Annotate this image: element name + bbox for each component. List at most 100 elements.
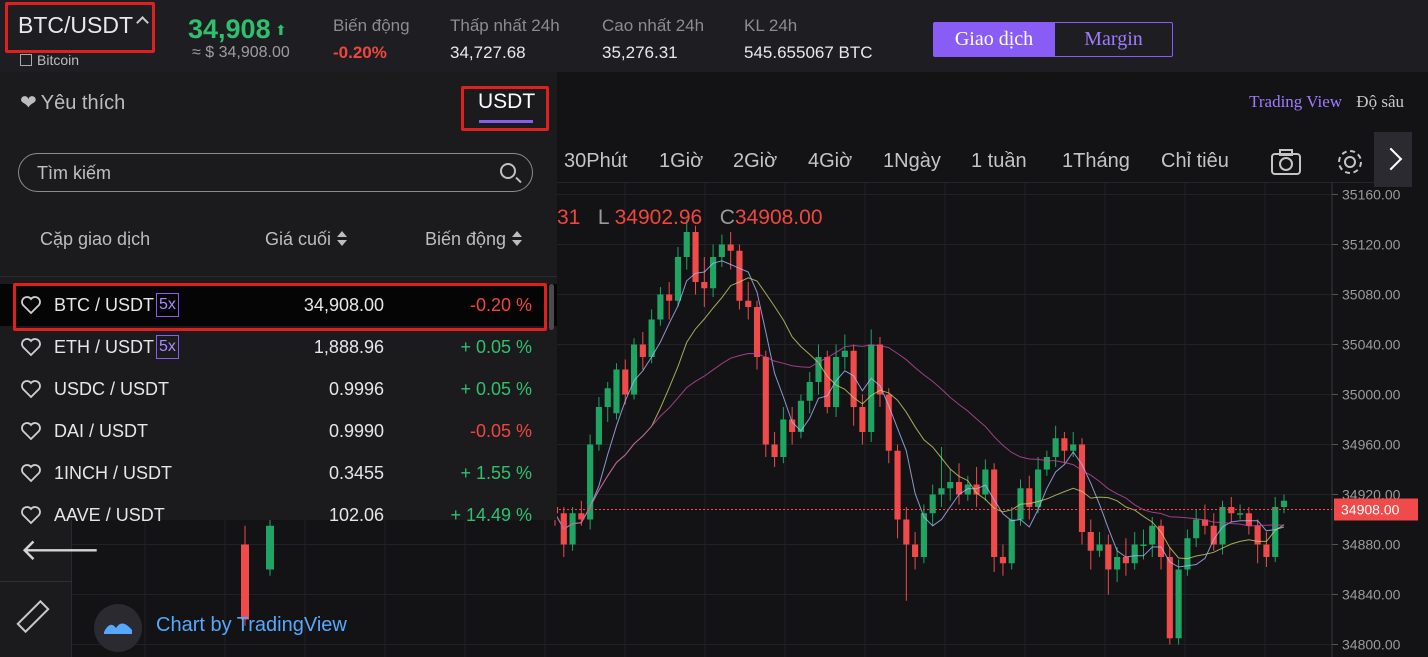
last-price: 1,888.96	[313, 337, 384, 357]
last-price: 34,908.00	[303, 295, 384, 315]
heart-outline-icon[interactable]	[20, 337, 42, 357]
sort-icon[interactable]	[337, 231, 348, 247]
gear-icon[interactable]	[1334, 146, 1366, 178]
list-item[interactable]: AAVE / USDT 102.06 + 14.49 %	[0, 494, 557, 536]
list-item[interactable]: ETH / USDT 5x 1,888.96 + 0.05 %	[0, 326, 557, 368]
y-tick-label: 34800.00	[1342, 637, 1401, 653]
candle-body	[753, 307, 761, 357]
candle-body	[999, 557, 1007, 564]
last-price: 102.06	[328, 505, 384, 525]
drawing-toolbar: 🡐	[0, 512, 100, 657]
list-item[interactable]: 1INCH / USDT 0.3455 + 1.55 %	[0, 452, 557, 494]
interval-30m[interactable]: 30Phút	[564, 150, 628, 172]
heart-outline-icon[interactable]	[20, 421, 42, 441]
interval-4h[interactable]: 4Giờ	[808, 150, 853, 172]
search-input[interactable]: Tìm kiếm	[18, 153, 533, 192]
candle-body	[1026, 488, 1033, 507]
margin-button[interactable]: Margin	[1054, 22, 1173, 57]
candle-body	[1272, 507, 1279, 557]
column-change[interactable]: Biến động	[425, 229, 523, 250]
y-tick-label: 35080.00	[1342, 287, 1401, 303]
candle-body	[973, 484, 980, 495]
candle-body	[1105, 544, 1112, 570]
moving-average-line	[554, 260, 1285, 568]
change-percent: + 0.05 %	[460, 379, 532, 399]
candle-body	[736, 250, 743, 301]
tradingview-logo-icon	[94, 604, 142, 652]
candle-body	[674, 257, 682, 301]
last-price: 0.3455	[328, 463, 384, 483]
candle-body	[745, 300, 752, 307]
interval-1h[interactable]: 1Giờ	[659, 150, 704, 172]
quote-tab-usdt[interactable]: USDT	[478, 90, 536, 113]
view-depth-link[interactable]: Độ sâu	[1356, 92, 1404, 111]
heart-outline-icon[interactable]	[20, 463, 42, 483]
pair-selector[interactable]: BTC/USDT	[18, 12, 133, 38]
view-tradingview-link[interactable]: Trading View	[1249, 92, 1343, 111]
stat-volume: KL 24h 545.655067 BTC	[744, 16, 873, 62]
heart-outline-icon[interactable]	[20, 295, 42, 315]
candle-body	[1140, 544, 1147, 546]
pair-name: 1INCH / USDT	[54, 463, 173, 483]
stat-change: Biến động -0.20%	[333, 16, 410, 62]
candle-body	[622, 369, 629, 395]
column-last-price[interactable]: Giá cuối	[265, 229, 348, 250]
candle-body	[885, 394, 892, 451]
list-item[interactable]: DAI / USDT 0.9990 -0.05 %	[0, 410, 557, 452]
candle-body	[1254, 525, 1261, 545]
heart-outline-icon[interactable]	[20, 379, 42, 399]
moving-average-line	[554, 277, 1285, 560]
list-item[interactable]: BTC / USDT 5x 34,908.00 -0.20 %	[0, 284, 557, 326]
y-tick-label: 35160.00	[1342, 187, 1401, 203]
candle-body	[1008, 519, 1015, 564]
toolbar-divider	[557, 182, 1377, 183]
candle-body	[1263, 544, 1270, 557]
candle-body	[947, 482, 954, 489]
candle-body	[595, 407, 602, 445]
interval-1d[interactable]: 1Ngày	[883, 150, 941, 172]
view-switch: Trading View Độ sâu	[1249, 92, 1404, 112]
chart-branding[interactable]: Chart by TradingView	[156, 614, 347, 636]
favorites-tab[interactable]: ❤ Yêu thích	[20, 92, 126, 114]
trade-button[interactable]: Giao dịch	[933, 22, 1055, 57]
sort-icon[interactable]	[512, 231, 523, 247]
interval-1mo[interactable]: 1Tháng	[1062, 150, 1130, 172]
pair-name: BTC / USDT	[54, 295, 155, 315]
chevron-right-icon[interactable]	[1374, 132, 1412, 187]
price-usd: ≈ $ 34,908.00	[192, 44, 290, 61]
pair-dropdown-panel: ❤ Yêu thích USDT Tìm kiếm Cặp giao dịch G…	[0, 72, 557, 525]
candle-body	[1210, 525, 1217, 545]
candle-body	[815, 357, 822, 382]
heart-outline-icon[interactable]	[20, 505, 42, 525]
list-scrollbar[interactable]	[549, 284, 554, 330]
candle-body	[876, 344, 884, 395]
interval-2h[interactable]: 2Giờ	[733, 150, 778, 172]
column-pair: Cặp giao dịch	[40, 229, 151, 249]
change-percent: + 0.05 %	[460, 337, 532, 357]
arrow-left-icon[interactable]: 🡐	[20, 534, 101, 567]
candle-body	[964, 484, 971, 495]
pair-name: DAI / USDT	[54, 421, 149, 441]
change-percent: -0.20 %	[469, 295, 532, 315]
candle-body	[639, 344, 646, 357]
candle-body	[1061, 438, 1068, 451]
indicators-button[interactable]: Chỉ tiêu	[1161, 150, 1229, 172]
candle-body	[1087, 532, 1094, 551]
candle-body	[1219, 507, 1226, 545]
y-tick-label: 34840.00	[1342, 587, 1401, 603]
moving-average-line	[554, 344, 1285, 530]
y-tick-label: 35120.00	[1342, 237, 1401, 253]
candle-body	[727, 244, 734, 251]
leverage-badge: 5x	[156, 293, 179, 317]
list-item[interactable]: USDC / USDT 0.9996 + 0.05 %	[0, 368, 557, 410]
y-tick-label: 34960.00	[1342, 437, 1401, 453]
ruler-icon[interactable]	[16, 599, 50, 634]
candle-body	[710, 257, 717, 289]
interval-1w[interactable]: 1 tuần	[971, 150, 1027, 172]
search-icon[interactable]	[500, 163, 516, 179]
candle-body	[630, 344, 638, 395]
change-percent: + 14.49 %	[450, 505, 532, 525]
candle-body	[666, 294, 673, 301]
camera-icon[interactable]	[1270, 148, 1302, 176]
